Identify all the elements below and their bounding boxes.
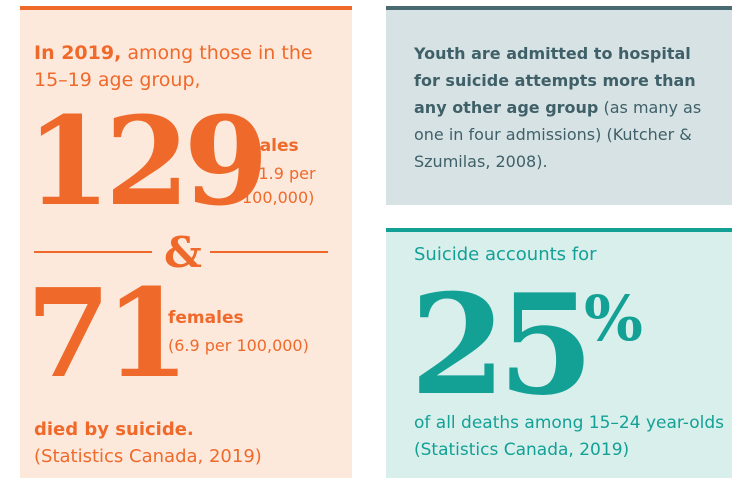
fact-rest: (as many as one in four admissions) (Kut… <box>414 98 702 171</box>
females-count: 71 <box>26 261 190 405</box>
outro-source: (Statistics Canada, 2019) <box>34 446 262 467</box>
fact-text: Youth are admitted to hospital for suici… <box>414 40 714 175</box>
intro-text: In 2019, among those in the 15–19 age gr… <box>34 40 334 94</box>
hospital-admission-fact-panel: Youth are admitted to hospital for suici… <box>386 6 732 205</box>
divider-left <box>34 251 152 253</box>
youth-suicide-by-sex-panel: In 2019, among those in the 15–19 age gr… <box>20 6 352 478</box>
ampersand: & <box>164 228 202 277</box>
intro-rest: among those in the 15–19 age group, <box>34 42 313 91</box>
stat-value: 25 <box>410 263 594 426</box>
males-label: males <box>242 136 299 156</box>
stat-intro: Suicide accounts for <box>414 244 597 265</box>
divider-right <box>210 251 328 253</box>
females-rate: (6.9 per 100,000) <box>168 336 309 355</box>
outro-bold: died by suicide. <box>34 419 194 440</box>
fact-bold: Youth are admitted to hospital for suici… <box>414 44 696 117</box>
males-count: 129 <box>26 89 269 233</box>
outro-text: died by suicide. (Statistics Canada, 2019… <box>34 416 344 470</box>
death-share-stat-panel: Suicide accounts for 25 % of all deaths … <box>386 228 732 478</box>
stat-unit: % <box>584 282 643 355</box>
females-label: females <box>168 308 244 328</box>
intro-year: In 2019, <box>34 42 122 64</box>
stat-caption: of all deaths among 15–24 year-olds (Sta… <box>414 413 725 460</box>
males-rate: (11.9 per 100,000) <box>242 164 316 207</box>
